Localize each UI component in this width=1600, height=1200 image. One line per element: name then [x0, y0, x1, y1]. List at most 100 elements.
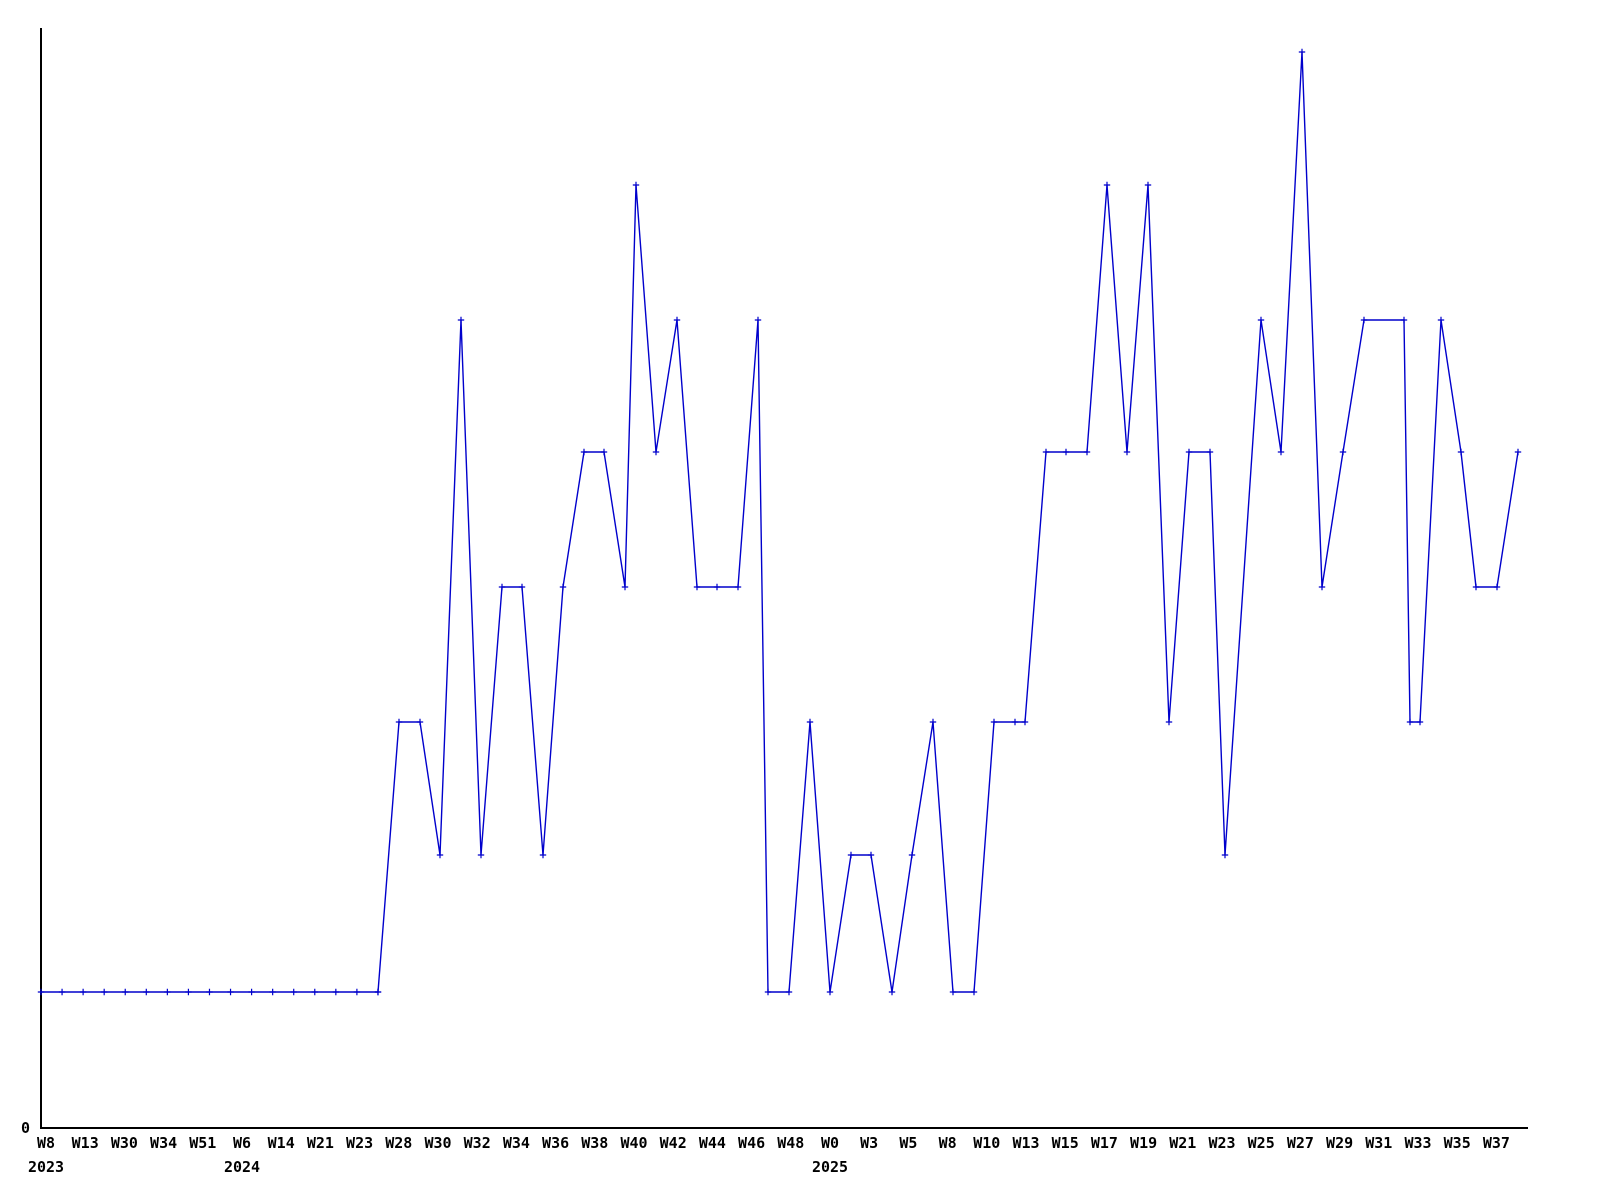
x-tick-label: W38	[581, 1134, 608, 1152]
x-tick-label: W27	[1287, 1134, 1314, 1152]
data-point-marker	[518, 583, 526, 591]
x-tick-label: W19	[1130, 1134, 1157, 1152]
x-tick-label: W15	[1052, 1134, 1079, 1152]
data-point-marker	[1437, 316, 1445, 324]
data-point-marker	[1416, 718, 1424, 726]
x-tick-label: W17	[1091, 1134, 1118, 1152]
data-point-marker	[970, 988, 978, 996]
data-point-marker	[673, 316, 681, 324]
x-axis-year-label: 2024	[224, 1158, 260, 1176]
data-point-marker	[1406, 718, 1414, 726]
x-tick-label: W25	[1248, 1134, 1275, 1152]
data-point-marker	[100, 988, 108, 996]
x-tick-label: W37	[1483, 1134, 1510, 1152]
x-tick-label: W32	[464, 1134, 491, 1152]
data-point-marker	[1221, 851, 1229, 859]
data-point-marker	[269, 988, 276, 996]
data-point-marker	[621, 583, 629, 591]
x-tick-label: W23	[1208, 1134, 1235, 1152]
x-tick-label: W13	[1012, 1134, 1039, 1152]
data-point-marker	[1144, 181, 1152, 189]
data-point-marker	[929, 718, 937, 726]
data-point-marker	[1339, 448, 1347, 456]
x-tick-label: W31	[1365, 1134, 1392, 1152]
data-point-marker	[867, 851, 875, 859]
x-tick-label: W23	[346, 1134, 373, 1152]
data-point-marker	[164, 988, 171, 996]
data-point-marker	[949, 988, 957, 996]
data-point-marker	[1257, 316, 1265, 324]
data-point-marker	[37, 988, 45, 996]
data-point-marker	[227, 988, 234, 996]
data-point-marker	[185, 988, 192, 996]
series-group	[37, 48, 1522, 996]
x-tick-label: W8	[37, 1134, 55, 1152]
data-point-marker	[734, 583, 742, 591]
x-axis-year-label: 2023	[28, 1158, 64, 1176]
x-axis-year-labels: 2023 2024 2025	[28, 1158, 848, 1176]
data-point-marker	[1360, 316, 1368, 324]
data-point-marker	[632, 181, 640, 189]
data-point-marker	[1123, 448, 1131, 456]
data-point-marker	[1298, 48, 1306, 56]
x-tick-label: W40	[620, 1134, 647, 1152]
x-tick-label: W33	[1404, 1134, 1431, 1152]
data-point-marker	[990, 718, 998, 726]
data-point-marker	[1400, 316, 1408, 324]
x-tick-label: W46	[738, 1134, 765, 1152]
data-point-marker	[1083, 448, 1091, 456]
x-tick-label: W3	[860, 1134, 878, 1152]
data-point-marker	[477, 851, 485, 859]
x-tick-label: W14	[268, 1134, 295, 1152]
data-point-marker	[1472, 583, 1480, 591]
y-tick-label: 0	[21, 1119, 30, 1137]
x-tick-label: W51	[189, 1134, 216, 1152]
data-point-marker	[1493, 583, 1501, 591]
data-point-marker	[652, 448, 660, 456]
x-axis-year-label: 2025	[812, 1158, 848, 1176]
data-point-marker	[79, 988, 87, 996]
data-point-marker	[58, 988, 66, 996]
x-tick-label: W44	[699, 1134, 726, 1152]
axes-group	[40, 28, 1528, 1129]
data-point-marker	[847, 851, 855, 859]
y-axis-tick-labels: 0	[21, 1119, 30, 1137]
data-point-marker	[1021, 718, 1029, 726]
data-point-marker	[826, 988, 834, 996]
data-point-marker	[436, 851, 444, 859]
data-point-marker	[1277, 448, 1285, 456]
data-point-marker	[713, 583, 721, 591]
data-point-marker	[1042, 448, 1050, 456]
x-tick-label: W0	[821, 1134, 839, 1152]
data-point-marker	[1011, 718, 1019, 726]
data-point-marker	[374, 988, 382, 996]
data-point-marker	[600, 448, 608, 456]
data-point-marker	[1165, 718, 1173, 726]
data-point-marker	[1062, 448, 1070, 456]
data-point-marker	[143, 988, 150, 996]
data-point-marker	[754, 316, 762, 324]
x-tick-label: W29	[1326, 1134, 1353, 1152]
data-point-marker	[290, 988, 297, 996]
x-tick-label: W42	[660, 1134, 687, 1152]
data-point-marker	[311, 988, 318, 996]
data-point-marker	[908, 851, 916, 859]
x-tick-label: W21	[1169, 1134, 1196, 1152]
x-tick-label: W35	[1444, 1134, 1471, 1152]
data-point-marker	[1457, 448, 1465, 456]
data-point-marker	[1206, 448, 1214, 456]
series-markers	[37, 48, 1522, 996]
series-line-path	[41, 51, 1519, 993]
x-axis-tick-labels: W8 W13 W30 W34 W51 W6 W14 W21 W23 W28 W30 W32 W34 W36…	[37, 1134, 1510, 1152]
data-point-marker	[764, 988, 772, 996]
data-point-marker	[888, 988, 896, 996]
x-tick-label: W8	[939, 1134, 957, 1152]
data-point-marker	[498, 583, 506, 591]
x-tick-label: W13	[72, 1134, 99, 1152]
data-point-marker	[693, 583, 701, 591]
x-tick-label: W34	[150, 1134, 177, 1152]
data-point-marker	[395, 718, 403, 726]
data-point-marker	[1103, 181, 1111, 189]
x-tick-label: W5	[899, 1134, 917, 1152]
